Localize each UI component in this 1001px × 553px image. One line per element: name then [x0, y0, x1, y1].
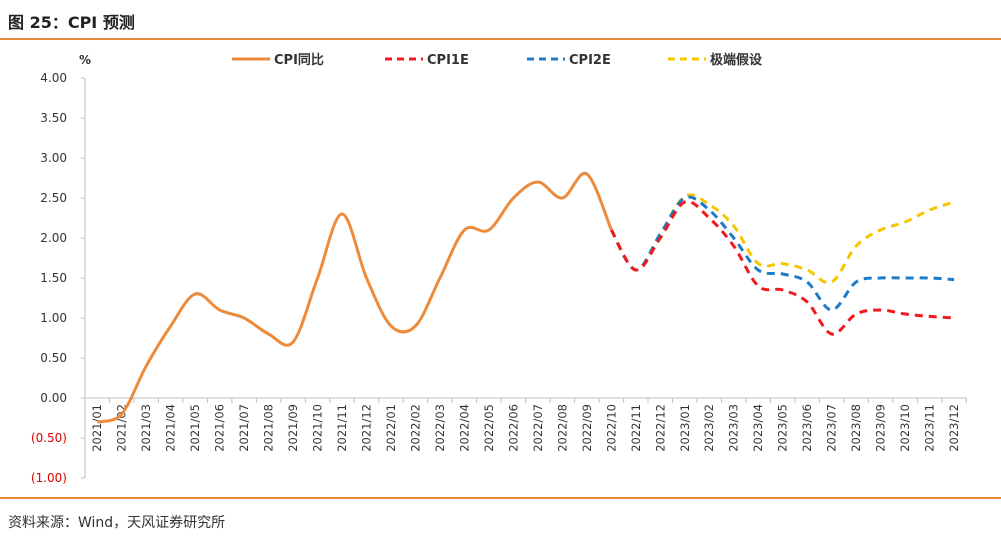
series-line-2 — [610, 195, 955, 312]
x-tick-label: 2023/10 — [898, 404, 912, 452]
source-note: 资料来源：Wind，天风证券研究所 — [8, 515, 226, 531]
y-tick-label: (0.50) — [31, 431, 67, 445]
legend-label-1: CPI1E — [427, 53, 469, 68]
x-tick-label: 2022/10 — [604, 404, 618, 452]
x-tick-label: 2021/05 — [188, 404, 202, 452]
x-tick-label: 2021/09 — [286, 404, 300, 452]
x-axis: 2021/01 2021/02 2021/03 2021/04 2021/05 2021/… — [84, 397, 967, 452]
x-tick-label: 2022/08 — [555, 404, 569, 452]
x-tick-label: 2021/08 — [262, 404, 276, 452]
y-tick-label: 2.50 — [40, 191, 67, 205]
series-line-1 — [610, 199, 955, 336]
x-tick-label: 2022/05 — [482, 404, 496, 452]
y-axis: 4.00 3.50 3.00 2.50 2.00 1.50 1.00 0.50 0.00 (0.5… — [31, 71, 86, 485]
x-tick-label: 2023/06 — [800, 404, 814, 452]
x-tick-label: 2023/02 — [702, 404, 716, 452]
x-tick-label: 2022/02 — [408, 404, 422, 452]
x-tick-label: 2022/11 — [629, 404, 643, 452]
x-tick-label: 2021/02 — [115, 404, 129, 452]
x-tick-label: 2021/04 — [164, 404, 178, 452]
x-tick-label: 2022/12 — [653, 404, 667, 452]
y-tick-label: 3.00 — [40, 151, 67, 165]
y-tick-label: 1.00 — [40, 311, 67, 325]
x-tick-label: 2022/06 — [506, 404, 520, 452]
x-tick-label: 2021/01 — [90, 404, 104, 452]
x-tick-label: 2021/06 — [213, 404, 227, 452]
x-tick-label: 2023/01 — [678, 404, 692, 452]
y-tick-label: 4.00 — [40, 71, 67, 85]
bottom-rule — [0, 497, 1001, 499]
x-tick-label: 2021/12 — [360, 404, 374, 452]
x-tick-label: 2023/11 — [923, 404, 937, 452]
x-tick-label: 2022/03 — [433, 404, 447, 452]
legend-label-3: 极端假设 — [710, 52, 763, 68]
x-tick-label: 2021/10 — [311, 404, 325, 452]
x-tick-label: 2023/03 — [727, 404, 741, 452]
figure-title: 图 25：CPI 预测 — [8, 13, 135, 32]
x-tick-label: 2023/04 — [751, 404, 765, 452]
y-tick-label: 1.50 — [40, 271, 67, 285]
y-axis-unit-label: % — [79, 53, 91, 67]
y-tick-label: (1.00) — [31, 471, 67, 485]
top-rule — [0, 38, 1001, 40]
x-tick-label: 2023/07 — [825, 404, 839, 452]
series-lines — [96, 171, 955, 424]
x-tick-label: 2021/07 — [237, 404, 251, 452]
x-tick-label: 2022/01 — [384, 404, 398, 452]
x-tick-label: 2022/04 — [457, 404, 471, 452]
x-tick-label: 2021/11 — [335, 404, 349, 452]
legend-label-2: CPI2E — [569, 53, 611, 68]
x-tick-label: 2023/09 — [874, 404, 888, 452]
legend-label-0: CPI同比 — [274, 52, 324, 68]
series-line-0 — [96, 171, 613, 424]
y-tick-label: 0.00 — [40, 391, 67, 405]
x-tick-label: 2023/05 — [776, 404, 790, 452]
y-tick-label: 0.50 — [40, 351, 67, 365]
series-line-3 — [610, 193, 955, 285]
x-tick-label: 2022/07 — [531, 404, 545, 452]
legend: CPI同比 CPI1E CPI2E 极端假设 — [232, 52, 763, 68]
x-tick-label: 2022/09 — [580, 404, 594, 452]
y-tick-label: 3.50 — [40, 111, 67, 125]
x-tick-label: 2023/12 — [947, 404, 961, 452]
x-tick-label: 2021/03 — [139, 404, 153, 452]
x-tick-label: 2023/08 — [849, 404, 863, 452]
y-tick-label: 2.00 — [40, 231, 67, 245]
cpi-forecast-line-chart: 4.00 3.50 3.00 2.50 2.00 1.50 1.00 0.50 0.00 (0.5… — [31, 52, 967, 485]
